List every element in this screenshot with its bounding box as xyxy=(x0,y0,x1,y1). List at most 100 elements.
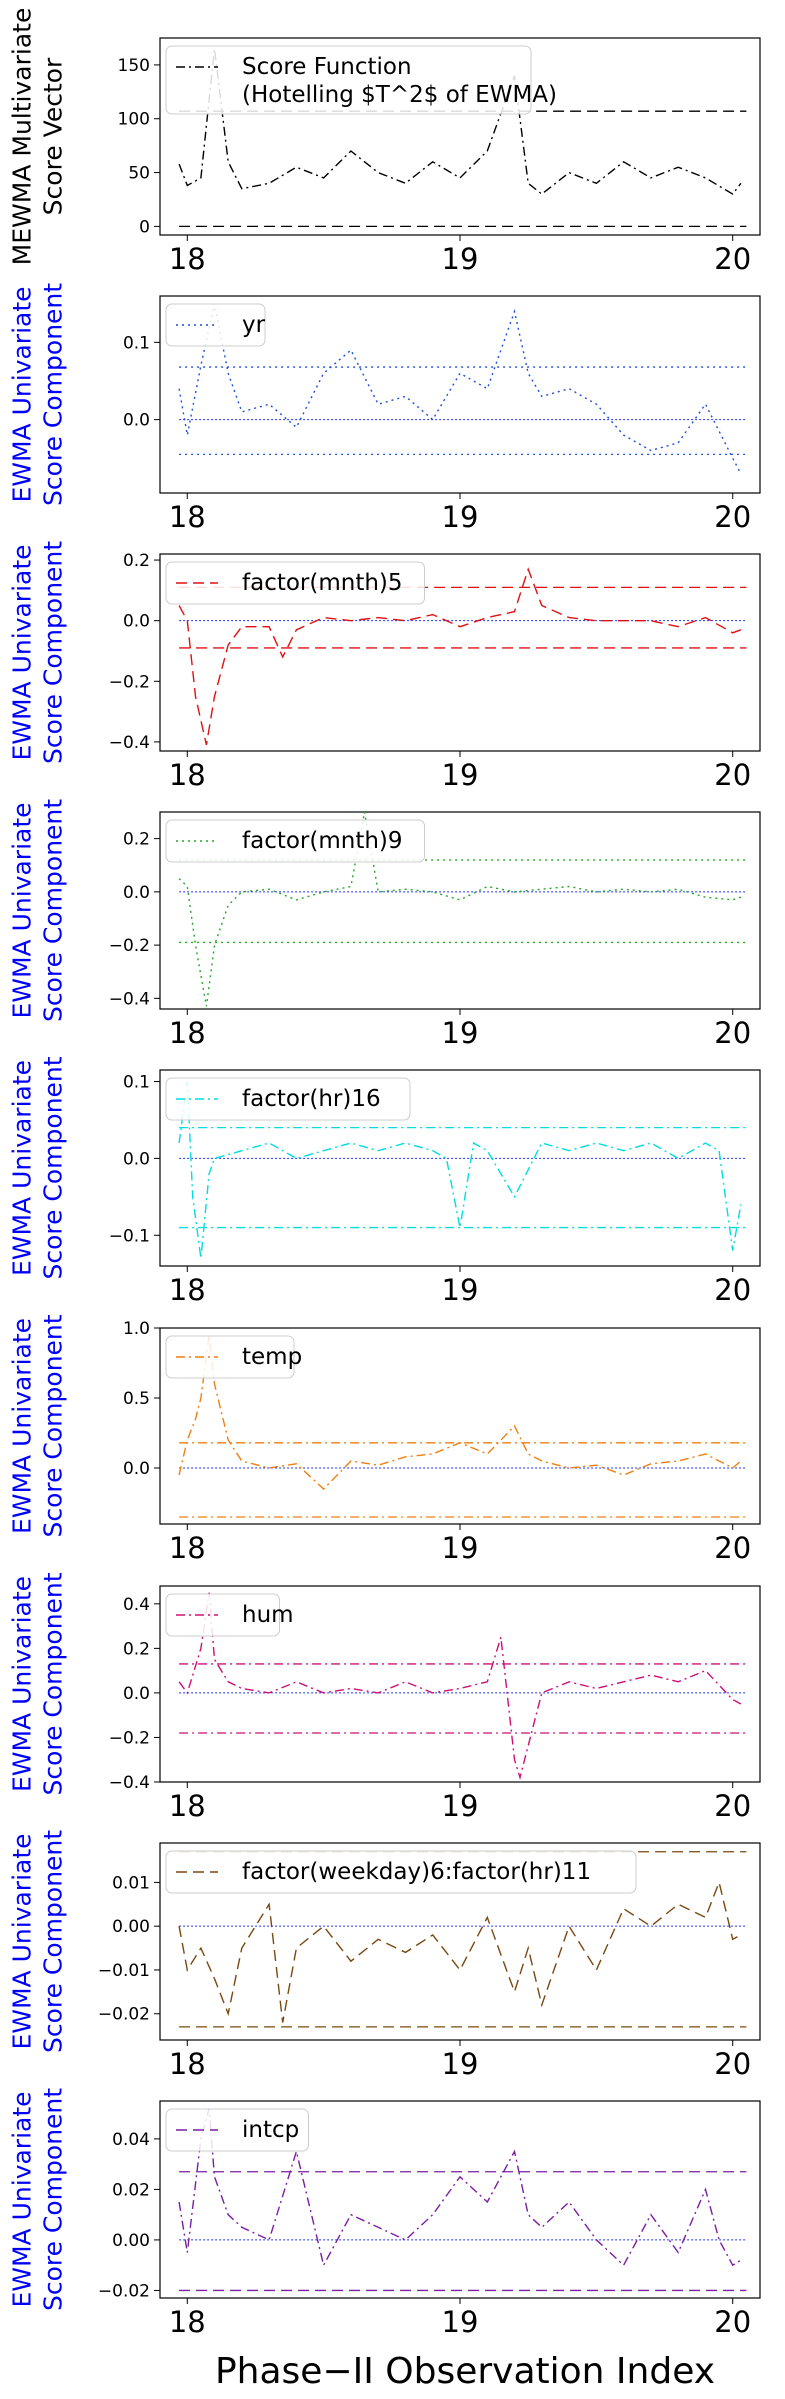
legend-label: intcp xyxy=(242,2117,299,2143)
x-tick-label: 20 xyxy=(714,1016,751,1050)
x-tick-label: 20 xyxy=(714,2305,751,2339)
y-tick-label: −0.01 xyxy=(98,1961,150,1981)
y-tick-label: −0.2 xyxy=(109,672,150,692)
series-line xyxy=(178,1334,742,1490)
y-axis-label: EWMA Univariate xyxy=(8,1833,37,2049)
y-axis-label: MEWMA Multivariate xyxy=(8,8,37,266)
y-tick-label: −0.2 xyxy=(109,1728,150,1748)
x-tick-label: 19 xyxy=(442,1789,479,1823)
legend-box xyxy=(165,45,532,115)
y-tick-label: 0.2 xyxy=(123,551,150,571)
x-tick-label: 18 xyxy=(169,242,206,276)
y-tick-label: 0.04 xyxy=(112,2130,150,2150)
legend-box xyxy=(165,1077,411,1121)
legend-box xyxy=(165,1850,637,1894)
x-tick-label: 20 xyxy=(714,758,751,792)
y-tick-label: −0.02 xyxy=(98,2281,150,2301)
y-axis-label: Score Component xyxy=(39,283,68,506)
x-tick-label: 18 xyxy=(169,2305,206,2339)
legend-label: factor(hr)16 xyxy=(242,1086,381,1112)
legend-label: (Hotelling $T^2$ of EWMA) xyxy=(242,82,557,108)
y-axis-label: Score Component xyxy=(39,799,68,1022)
series-line xyxy=(178,1880,742,2023)
y-tick-label: 0.0 xyxy=(123,1684,150,1704)
legend-box xyxy=(165,561,425,605)
y-axis-label: Score Component xyxy=(39,1056,68,1279)
x-tick-label: 18 xyxy=(169,1273,206,1307)
y-tick-label: 0 xyxy=(139,217,150,237)
y-tick-label: 1.0 xyxy=(123,1319,150,1339)
y-axis-label: EWMA Univariate xyxy=(8,2091,37,2307)
x-tick-label: 20 xyxy=(714,2047,751,2081)
legend-box xyxy=(165,2108,309,2152)
x-tick-label: 19 xyxy=(442,1273,479,1307)
x-tick-label: 18 xyxy=(169,1016,206,1050)
legend-label: yr xyxy=(242,312,266,338)
y-axis-label: Score Vector xyxy=(39,57,68,215)
y-tick-label: −0.4 xyxy=(109,733,150,753)
y-tick-label: 0.5 xyxy=(123,1389,150,1409)
y-axis-label: EWMA Univariate xyxy=(8,286,37,502)
x-tick-label: 18 xyxy=(169,500,206,534)
y-tick-label: 0.00 xyxy=(112,2231,150,2251)
x-tick-label: 19 xyxy=(442,242,479,276)
legend-box xyxy=(165,1593,280,1637)
legend-box xyxy=(165,303,266,347)
y-axis-label: EWMA Univariate xyxy=(8,1060,37,1276)
x-tick-label: 20 xyxy=(714,1531,751,1565)
series-line xyxy=(178,1592,742,1781)
y-tick-label: 0.4 xyxy=(123,1595,150,1615)
x-tick-label: 19 xyxy=(442,1016,479,1050)
x-tick-label: 19 xyxy=(442,758,479,792)
legend-label: factor(mnth)5 xyxy=(242,570,403,596)
series-line xyxy=(178,2108,742,2268)
series-line xyxy=(178,811,742,1007)
y-axis-label: Score Component xyxy=(39,1314,68,1537)
y-tick-label: 0.0 xyxy=(123,1149,150,1169)
x-tick-label: 19 xyxy=(442,500,479,534)
x-tick-label: 19 xyxy=(442,1531,479,1565)
y-axis-label: EWMA Univariate xyxy=(8,1576,37,1792)
y-tick-label: 0.2 xyxy=(123,1639,150,1659)
legend-label: temp xyxy=(242,1344,302,1370)
y-tick-label: 0.0 xyxy=(123,612,150,632)
y-tick-label: 50 xyxy=(128,164,150,184)
y-tick-label: 0.1 xyxy=(123,1073,150,1093)
x-tick-label: 20 xyxy=(714,1273,751,1307)
y-tick-label: 0.0 xyxy=(123,883,150,903)
y-tick-label: −0.02 xyxy=(98,2005,150,2025)
y-axis-label: Score Component xyxy=(39,1572,68,1795)
y-tick-label: 0.0 xyxy=(123,1459,150,1479)
series-line xyxy=(178,1081,742,1259)
x-tick-label: 20 xyxy=(714,500,751,534)
x-tick-label: 19 xyxy=(442,2305,479,2339)
legend-label: Score Function xyxy=(242,54,412,80)
x-tick-label: 20 xyxy=(714,242,751,276)
y-tick-label: 0.1 xyxy=(123,333,150,353)
x-tick-label: 20 xyxy=(714,1789,751,1823)
y-tick-label: 100 xyxy=(118,110,150,130)
y-tick-label: 0.01 xyxy=(112,1873,150,1893)
legend-label: factor(weekday)6:factor(hr)11 xyxy=(242,1859,591,1885)
legend-label: factor(mnth)9 xyxy=(242,828,403,854)
x-tick-label: 18 xyxy=(169,1531,206,1565)
x-tick-label: 19 xyxy=(442,2047,479,2081)
series-line xyxy=(178,48,742,196)
y-tick-label: −0.4 xyxy=(109,1773,150,1793)
y-tick-label: 150 xyxy=(118,56,150,76)
y-tick-label: 0.0 xyxy=(123,411,150,431)
legend-label: hum xyxy=(242,1602,294,1628)
y-tick-label: −0.1 xyxy=(109,1226,150,1246)
x-tick-label: 18 xyxy=(169,758,206,792)
y-axis-label: EWMA Univariate xyxy=(8,544,37,760)
x-axis-label: Phase−II Observation Index xyxy=(215,2351,715,2392)
legend-box xyxy=(165,1335,295,1379)
y-tick-label: 0.02 xyxy=(112,2180,150,2200)
y-axis-label: EWMA Univariate xyxy=(8,802,37,1018)
y-tick-label: 0.2 xyxy=(123,830,150,850)
y-axis-label: Score Component xyxy=(39,1830,68,2053)
series-line xyxy=(178,303,742,475)
y-tick-label: −0.2 xyxy=(109,936,150,956)
y-axis-label: EWMA Univariate xyxy=(8,1318,37,1534)
